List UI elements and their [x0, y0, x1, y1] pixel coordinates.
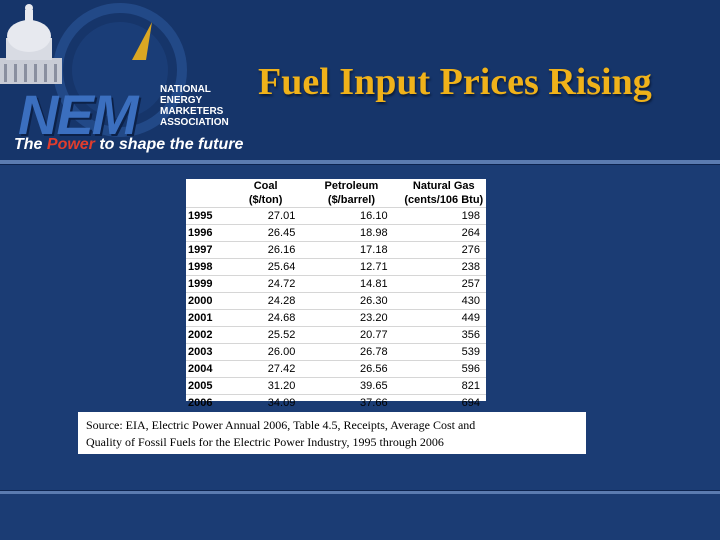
table-row: 1995 27.01 16.10 198: [186, 207, 486, 225]
year-cell: 1998: [186, 258, 230, 276]
table-row: 1998 25.64 12.71 238: [186, 258, 486, 276]
gas-header-unit: (cents/106 Btu): [404, 194, 484, 206]
tagline-suffix: to shape the future: [94, 136, 244, 153]
year-cell: 1997: [186, 241, 230, 259]
year-cell: 1999: [186, 275, 230, 293]
gas-header-label: Natural Gas: [412, 180, 475, 192]
coal-header-label: Coal: [253, 180, 278, 192]
year-cell: 1995: [186, 207, 230, 225]
source-line: Source: EIA, Electric Power Annual 2006,…: [86, 418, 476, 432]
table-row: 2003 26.00 26.78 539: [186, 343, 486, 361]
logo-name-line: ASSOCIATION: [160, 117, 229, 128]
petroleum-cell: 39.65: [301, 377, 402, 395]
coal-cell: 27.42: [229, 360, 302, 378]
gas-cell: 257: [401, 275, 486, 293]
petroleum-cell: 20.77: [301, 326, 402, 344]
petroleum-header-label: Petroleum: [324, 180, 379, 192]
source-note: Source: EIA, Electric Power Annual 2006,…: [78, 412, 586, 454]
coal-cell: 27.01: [229, 207, 302, 225]
nem-logo: NEM NATIONAL ENERGY MARKETERS ASSOCIATIO…: [0, 0, 250, 160]
coal-cell: 34.09: [229, 394, 302, 411]
table-row: 1996 26.45 18.98 264: [186, 224, 486, 242]
table-row: 2001 24.68 23.20 449: [186, 309, 486, 327]
slide-title: Fuel Input Prices Rising: [258, 61, 652, 103]
coal-cell: 24.68: [229, 309, 302, 327]
table-header-row: Coal ($/ton) Petroleum ($/barrel) Natural …: [186, 179, 486, 208]
price-table: Coal ($/ton) Petroleum ($/barrel) Natural …: [186, 179, 486, 411]
petroleum-header: Petroleum ($/barrel): [301, 179, 401, 208]
petroleum-cell: 26.78: [301, 343, 402, 361]
petroleum-cell: 16.10: [301, 207, 402, 225]
logo-name: NATIONAL ENERGY MARKETERS ASSOCIATION: [160, 84, 229, 128]
capitol-dome-icon: [0, 3, 187, 137]
coal-header-unit: ($/ton): [248, 194, 283, 206]
gas-header: Natural Gas (cents/106 Btu): [402, 179, 486, 208]
table-row: 2005 31.20 39.65 821: [186, 377, 486, 395]
year-cell: 2002: [186, 326, 230, 344]
coal-cell: 31.20: [229, 377, 302, 395]
year-cell: 2003: [186, 343, 230, 361]
gas-cell: 596: [401, 360, 486, 378]
logo-name-line: ENERGY: [160, 95, 203, 106]
coal-cell: 26.45: [229, 224, 302, 242]
coal-cell: 25.52: [229, 326, 302, 344]
year-cell: 2004: [186, 360, 230, 378]
coal-cell: 25.64: [229, 258, 302, 276]
petroleum-cell: 23.20: [301, 309, 402, 327]
table-row: 2004 27.42 26.56 596: [186, 360, 486, 378]
gas-cell: 238: [401, 258, 486, 276]
petroleum-cell: 26.30: [301, 292, 402, 310]
gas-cell: 449: [401, 309, 486, 327]
petroleum-cell: 26.56: [301, 360, 402, 378]
year-cell: 2001: [186, 309, 230, 327]
year-header: [186, 179, 230, 208]
year-cell: 2005: [186, 377, 230, 395]
source-line: Quality of Fossil Fuels for the Electric…: [86, 435, 444, 449]
coal-cell: 24.72: [229, 275, 302, 293]
year-cell: 2000: [186, 292, 230, 310]
gas-cell: 539: [401, 343, 486, 361]
table-row: 2006 34.09 37.66 694: [186, 394, 486, 411]
table-row: 1999 24.72 14.81 257: [186, 275, 486, 293]
logo-mark: NEM: [18, 83, 138, 146]
petroleum-cell: 18.98: [301, 224, 402, 242]
year-cell: 2006: [186, 394, 230, 411]
table-row: 1997 26.16 17.18 276: [186, 241, 486, 259]
petroleum-cell: 37.66: [301, 394, 402, 411]
gas-cell: 264: [401, 224, 486, 242]
year-cell: 1996: [186, 224, 230, 242]
coal-cell: 26.16: [229, 241, 302, 259]
table-row: 2000 24.28 26.30 430: [186, 292, 486, 310]
logo-name-line: NATIONAL: [160, 84, 211, 95]
tagline-emphasis: Power: [46, 136, 95, 153]
coal-cell: 26.00: [229, 343, 302, 361]
gas-cell: 821: [401, 377, 486, 395]
footer-divider: [0, 490, 720, 494]
fuel-price-table: Coal ($/ton) Petroleum ($/barrel) Natural …: [186, 179, 486, 411]
header-divider: [0, 160, 720, 165]
gas-cell: 694: [401, 394, 486, 411]
coal-header: Coal ($/ton): [230, 179, 301, 208]
gas-cell: 430: [401, 292, 486, 310]
petroleum-cell: 14.81: [301, 275, 402, 293]
logo-tagline: The Power to shape the future: [14, 136, 243, 154]
table-row: 2002 25.52 20.77 356: [186, 326, 486, 344]
gas-cell: 276: [401, 241, 486, 259]
logo-name-line: MARKETERS: [160, 106, 224, 117]
coal-cell: 24.28: [229, 292, 302, 310]
tagline-prefix: The: [14, 136, 47, 153]
gas-cell: 198: [401, 207, 486, 225]
petroleum-header-unit: ($/barrel): [327, 194, 375, 206]
table-body: 1995 27.01 16.10 198 1996 26.45 18.98 264 1997 26…: [186, 207, 486, 411]
gas-cell: 356: [401, 326, 486, 344]
petroleum-cell: 12.71: [301, 258, 402, 276]
petroleum-cell: 17.18: [301, 241, 402, 259]
